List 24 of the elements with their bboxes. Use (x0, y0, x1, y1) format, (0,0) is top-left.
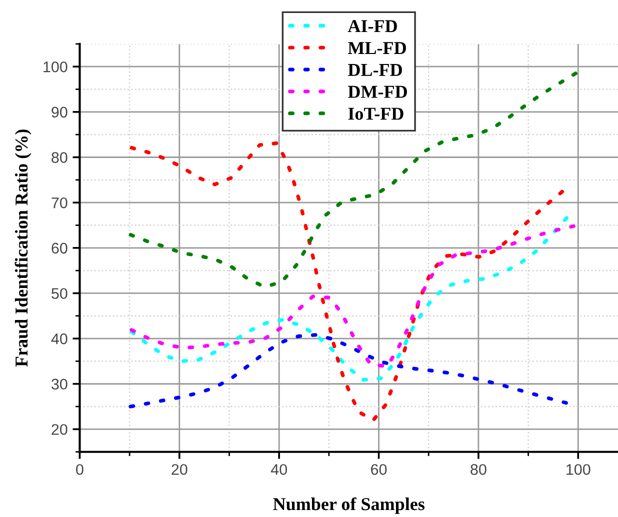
y-tick-label: 100 (44, 61, 68, 72)
y-tick-label: 40 (51, 333, 68, 344)
line-series (128, 333, 568, 408)
y-tick-label: 70 (52, 197, 68, 208)
legend-label: ML-FD (348, 42, 406, 54)
y-tick-label: 90 (52, 106, 68, 118)
x-tick-label: 100 (566, 464, 590, 475)
y-tick-label: 80 (52, 152, 68, 163)
y-axis-title: Fraud Identification Ratio (%) (14, 130, 32, 367)
x-tick-label: 80 (470, 464, 486, 475)
x-axis-title: Number of Samples (273, 497, 424, 514)
line-series (130, 141, 564, 422)
x-tick-label: 40 (270, 464, 287, 475)
y-tick-label: 50 (52, 288, 68, 299)
y-tick-label: 20 (52, 424, 68, 435)
x-tick-label: 20 (172, 464, 188, 475)
y-tick-label: 30 (52, 378, 68, 390)
x-tick-label: 60 (371, 464, 387, 475)
x-tick-label: 0 (76, 464, 84, 475)
y-tick-label: 60 (52, 242, 68, 254)
legend-label: IoT-FD (348, 108, 404, 120)
legend-label: DM-FD (348, 86, 407, 98)
legend-label: AI-FD (348, 20, 397, 32)
legend-label: DL-FD (348, 64, 402, 76)
